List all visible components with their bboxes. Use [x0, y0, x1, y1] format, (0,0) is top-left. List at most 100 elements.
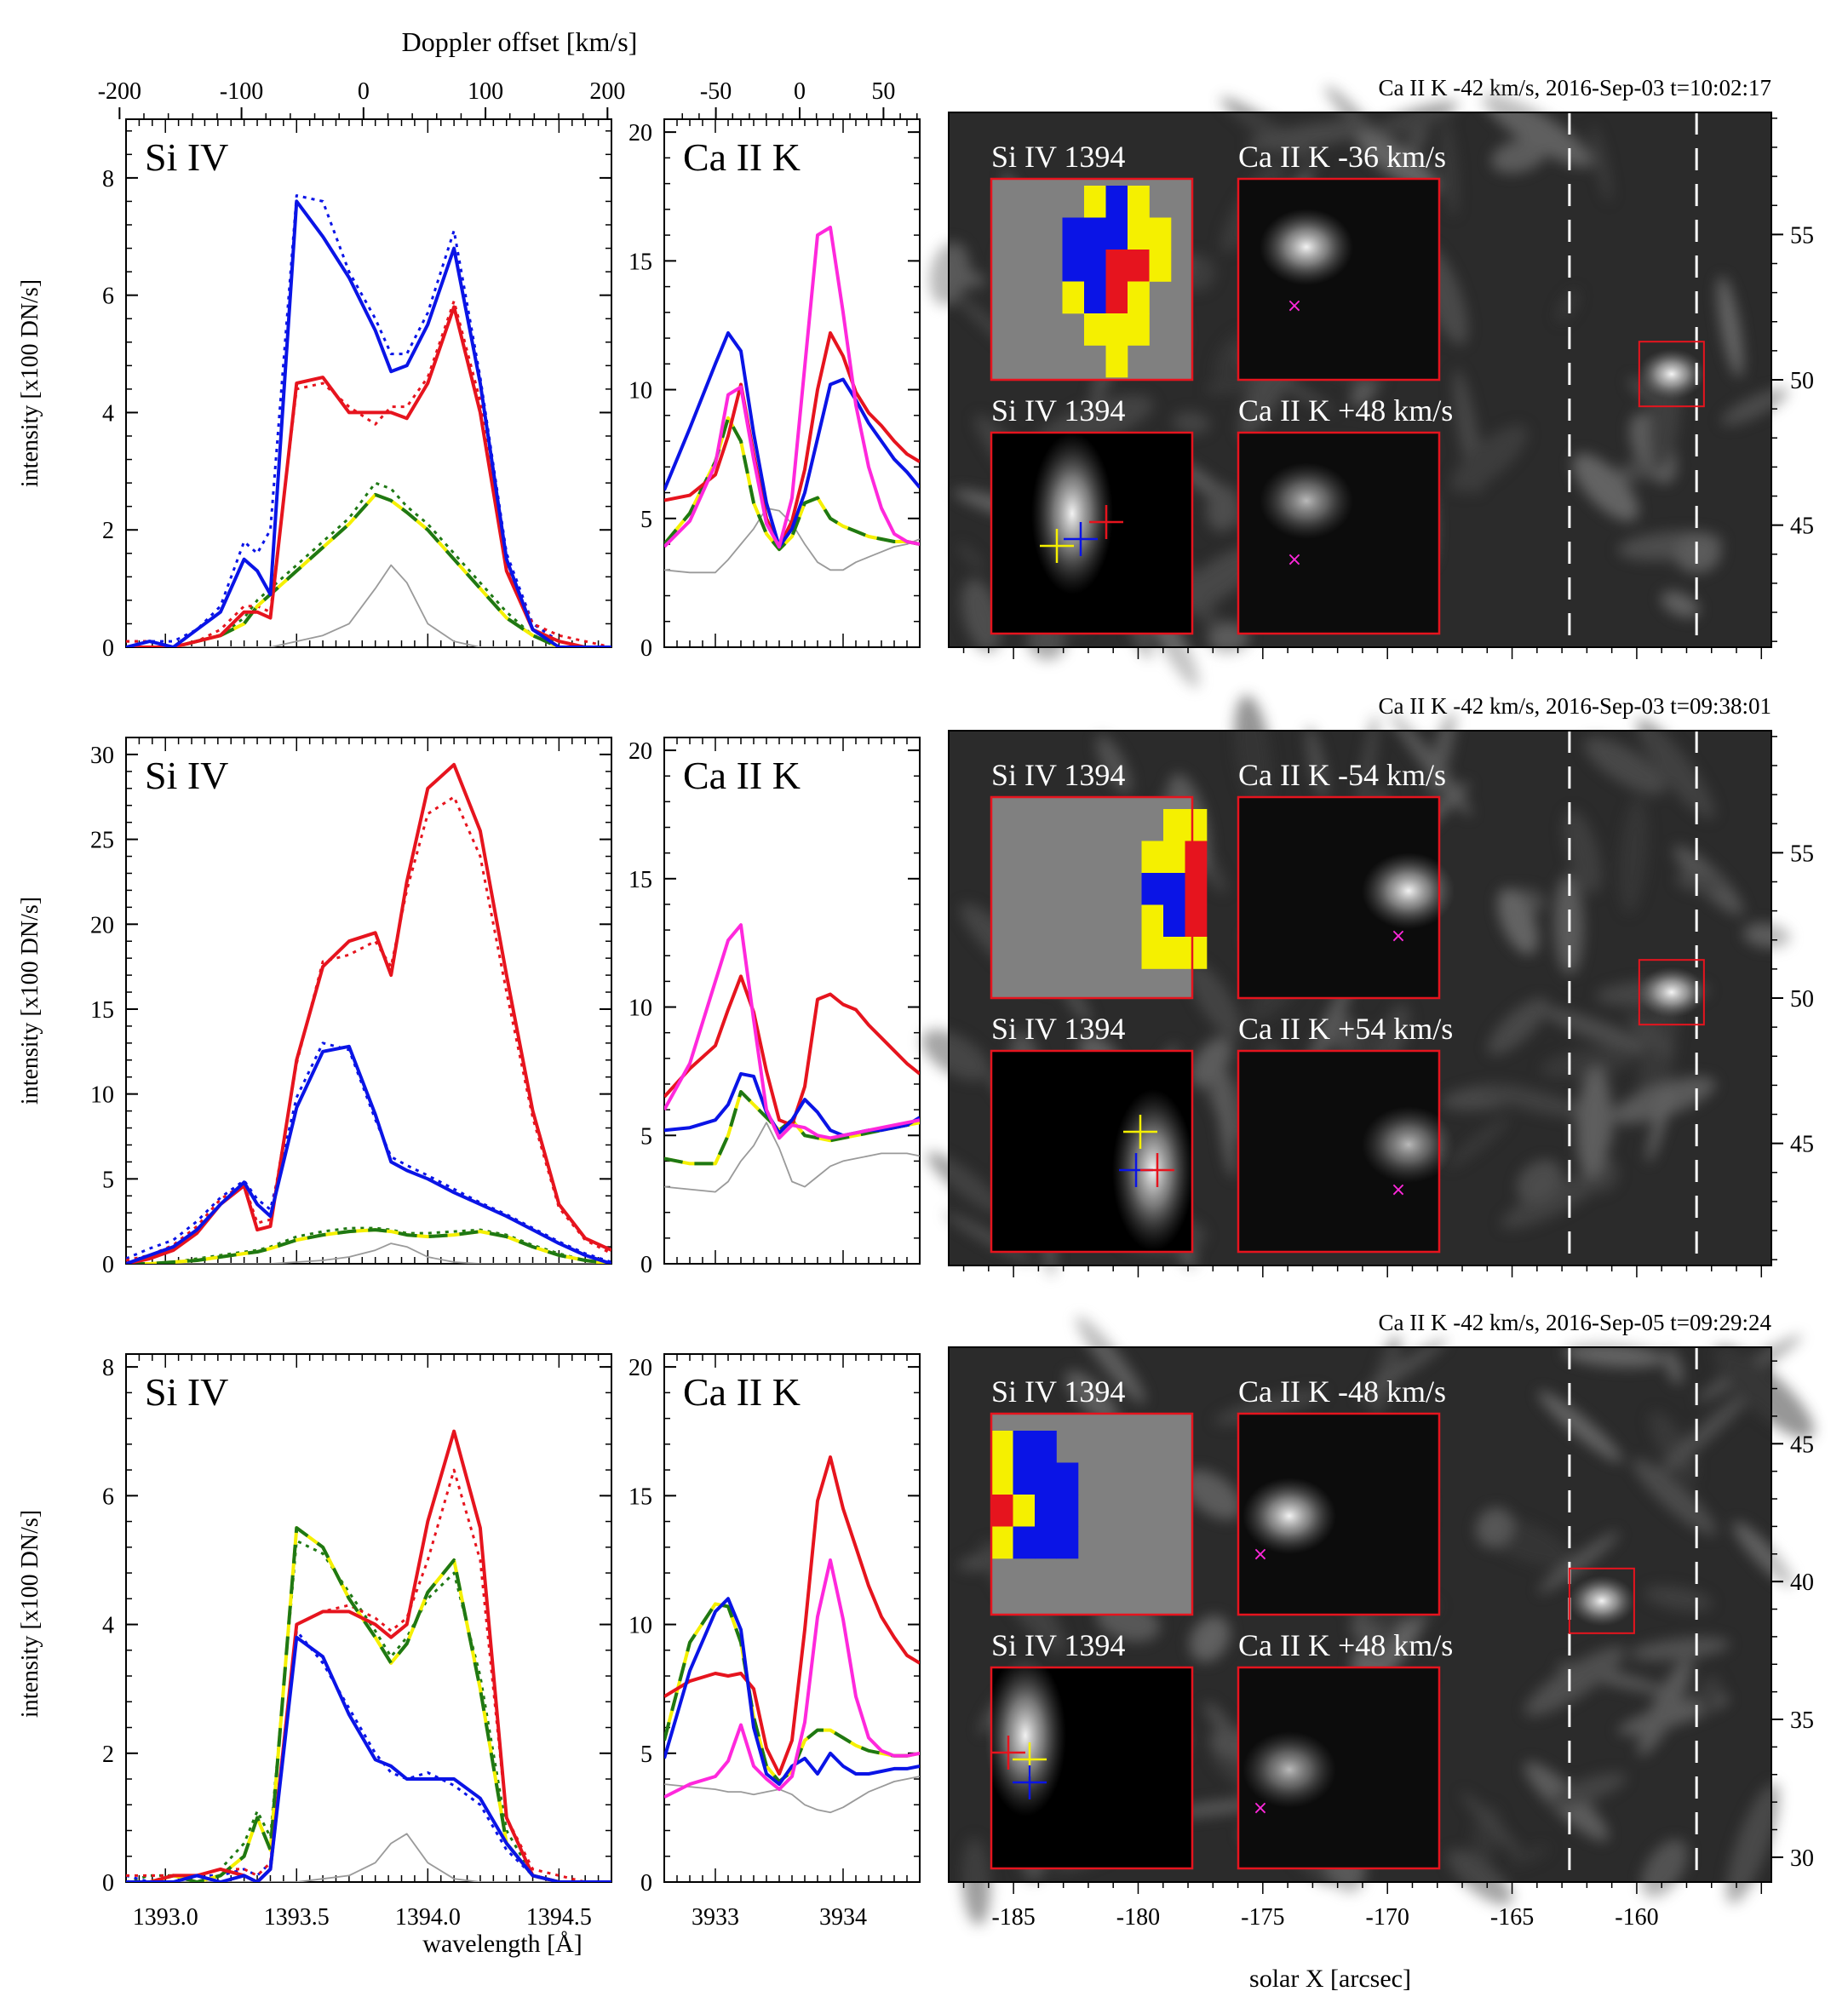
mask-pixel — [1185, 841, 1208, 874]
x-tick-label: 1393.0 — [133, 1904, 198, 1931]
inset-frame — [1237, 1666, 1441, 1870]
series-line-blue — [664, 1071, 920, 1138]
x-tick-label: -180 — [1116, 1904, 1160, 1931]
doppler-tick-label: 200 — [589, 78, 625, 105]
y-tick-label: 25 — [90, 828, 114, 854]
series-line-magenta — [664, 226, 920, 548]
mask-pixel — [1035, 1526, 1057, 1559]
x-tick-label: -175 — [1241, 1904, 1284, 1931]
y-tick-label: 0 — [640, 635, 652, 662]
x-marker: × — [1391, 1179, 1406, 1201]
ylabel-row-1: intensity [x100 DN/s] — [17, 279, 43, 487]
x-marker: × — [1253, 1798, 1268, 1819]
mask-pixel — [1105, 313, 1128, 346]
mask-pixel — [1128, 217, 1150, 250]
mask-pixel — [1084, 250, 1106, 282]
fibril — [1172, 411, 1211, 434]
fibril — [1713, 1346, 1815, 1439]
mask-pixel — [1105, 345, 1128, 378]
plot-frame — [125, 118, 612, 648]
doppler-tick-label: 0 — [794, 78, 806, 105]
series-line-gray — [126, 1833, 611, 1882]
x-tick-label: 1394.0 — [395, 1904, 461, 1931]
siiv-panel-2: 0 5 10 15 20 25 30 Si IV — [90, 737, 612, 1278]
fibril — [1742, 922, 1791, 949]
mask-pixel — [991, 1431, 1013, 1463]
ylabel-row-2: intensity [x100 DN/s] — [17, 897, 43, 1105]
y-tick-label: 35 — [1790, 1707, 1814, 1734]
inset-label: Si IV 1394 — [991, 393, 1125, 428]
mask-pixel — [1185, 809, 1208, 841]
fibril — [1517, 1159, 1563, 1203]
y-tick-label: 0 — [640, 1252, 652, 1278]
y-tick-label: 0 — [102, 1252, 114, 1278]
fibril — [921, 1030, 990, 1081]
fibril — [1450, 425, 1529, 493]
series-line-red-dotted — [126, 795, 611, 1262]
series-line-yellow-green — [664, 1602, 920, 1783]
inset-label: Ca II K -48 km/s — [1238, 1374, 1446, 1409]
series-line-gray — [126, 564, 611, 647]
x-tick-label: 3933 — [692, 1904, 739, 1931]
series-line-blue — [126, 1044, 611, 1264]
ca-panel-3: 0 5 10 15 20 3933 3934 Ca II K — [628, 1353, 921, 1931]
inset-caimg: Ca II K -36 km/s × — [1237, 140, 1446, 382]
y-tick-label: 10 — [628, 996, 652, 1022]
inset-siimg: Si IV 1394 — [990, 1012, 1194, 1254]
inset-label: Si IV 1394 — [991, 758, 1125, 792]
fibril — [1726, 1782, 1780, 1904]
fibril — [1563, 1343, 1666, 1368]
mask-pixel — [1163, 904, 1185, 938]
series-line-yellow-green — [126, 1228, 611, 1264]
fibril — [1661, 591, 1700, 618]
y-tick-label: 0 — [640, 1870, 652, 1897]
inset-caimg: Ca II K -48 km/s × — [1237, 1374, 1446, 1616]
inset-siimg: Si IV 1394 — [984, 1628, 1194, 1870]
mask-pixel — [1163, 873, 1185, 905]
fibril — [1357, 1339, 1448, 1400]
y-tick-label: 5 — [102, 1167, 114, 1193]
ca-brightening — [1362, 852, 1455, 929]
x-tick-label: -170 — [1366, 1904, 1409, 1931]
fibril — [1646, 1086, 1672, 1163]
inset-caimg: Ca II K +48 km/s × — [1237, 1628, 1453, 1870]
fibril — [1649, 1410, 1697, 1482]
panel-title: Si IV — [145, 135, 228, 179]
fibril — [1630, 1637, 1730, 1661]
x-tick-label: 3934 — [819, 1904, 867, 1931]
series-group — [664, 923, 920, 1193]
y-tick-label: 15 — [628, 867, 652, 893]
series-group — [126, 1429, 611, 1882]
y-tick-label: 6 — [102, 284, 114, 310]
doppler-tick-label: -50 — [700, 78, 732, 105]
plot-frame — [663, 118, 921, 648]
fibril — [1189, 1615, 1231, 1662]
y-tick-label: 45 — [1790, 1432, 1814, 1458]
series-group — [664, 226, 920, 574]
x-tick-label: -185 — [991, 1904, 1035, 1931]
mask-pixel — [1185, 873, 1208, 905]
mask-pixel — [991, 1462, 1013, 1495]
series-line-blue — [126, 1635, 611, 1882]
x-marker: × — [1287, 296, 1302, 317]
mask-pixel — [1185, 937, 1208, 969]
ca-brightening — [1260, 462, 1353, 539]
series-group — [126, 762, 611, 1264]
doppler-tick-label: 100 — [468, 78, 503, 105]
image-caption: Ca II K -42 km/s, 2016-Sep-03 t=10:02:17 — [1379, 75, 1771, 100]
inset-mask: Si IV 1394 — [990, 758, 1208, 1000]
inset-frame — [990, 177, 1194, 382]
fibril — [1076, 1316, 1146, 1404]
series-line-yellow-green — [126, 492, 611, 647]
inset-frame — [990, 1412, 1194, 1616]
mask-pixel — [1013, 1431, 1036, 1463]
image-panel-1: Ca II K -42 km/s, 2016-Sep-03 t=10:02:17… — [929, 75, 1814, 688]
ca-spectra-panels: 0 5 10 15 20 -50 0 50 Ca II K 0 5 10 15 20 Ca II K 0 5 10… — [628, 78, 921, 1931]
y-tick-label: 2 — [102, 518, 114, 544]
mask-pixel — [1035, 1495, 1057, 1527]
region-box — [1638, 959, 1705, 1026]
y-tick-label: 45 — [1790, 514, 1814, 540]
fibril — [927, 1151, 1004, 1214]
fibril — [1187, 961, 1242, 1039]
